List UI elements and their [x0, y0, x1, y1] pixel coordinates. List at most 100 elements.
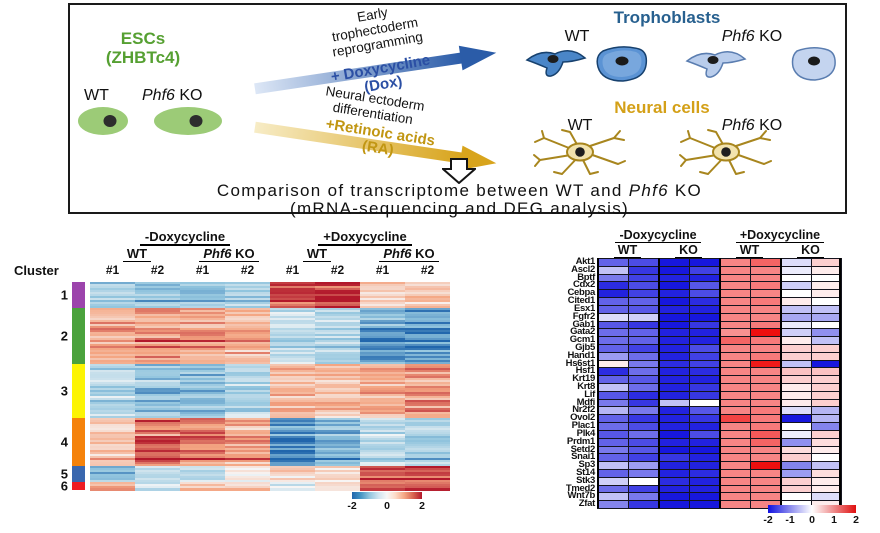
heatmap-row [90, 324, 450, 327]
heatmap-row [90, 342, 450, 345]
scale-tick: 0 [384, 500, 390, 512]
gene-label-Nr2f2: Nr2f2 [572, 404, 595, 416]
rh-gene-labels: Akt1 Ascl2 Bptf Cdx2 Cebpa Cited1 Esx1 Fgfr2 Gab… [500, 257, 596, 508]
heatmap-row [90, 482, 450, 485]
heatmap-row [90, 298, 450, 301]
rh-scale-gradient [768, 505, 856, 513]
lh-heatmap-body [90, 282, 450, 491]
heatmap-row [90, 284, 450, 287]
heatmap-row [90, 350, 450, 353]
heatmap-row [90, 464, 450, 467]
heatmap-row [90, 414, 450, 417]
heatmap-row [90, 338, 450, 341]
gene-label-Setd2: Setd2 [570, 443, 596, 455]
rh-subheader-wt-1: WT [597, 243, 658, 258]
heatmap-row [90, 470, 450, 473]
gene-label-Snai1: Snai1 [571, 451, 595, 463]
cluster-number-4: 4 [60, 434, 68, 450]
heatmap-row [90, 328, 450, 331]
cluster-number-2: 2 [60, 328, 68, 344]
heatmap-cell [627, 500, 659, 509]
heatmap-row [90, 300, 450, 303]
gene-label-Hsf1: Hsf1 [575, 365, 596, 377]
heatmap-row [90, 288, 450, 291]
heatmap-row [90, 326, 450, 329]
rh-subheader-ko-1: KO [658, 243, 719, 258]
lh-cluster-axis-label: Cluster [14, 263, 59, 278]
heatmap-row [90, 292, 450, 295]
gene-label-Sp3: Sp3 [578, 459, 595, 471]
lh-subheader-ko-2: Phf6 KO [362, 246, 456, 262]
conclusion-line1: Comparison of transcriptome between WT a… [70, 181, 849, 201]
heatmap-row [90, 430, 450, 433]
heatmap-row [90, 458, 450, 461]
group-separator [719, 258, 721, 508]
group-separator [780, 258, 782, 508]
scale-tick: 0 [809, 514, 815, 526]
heatmap-row [90, 484, 450, 487]
heatmap-row [90, 448, 450, 451]
heatmap-row [90, 368, 450, 371]
heatmap-row [90, 372, 450, 375]
gene-label-Hs6st1: Hs6st1 [565, 357, 596, 369]
heatmap-row [90, 340, 450, 343]
trophoblast-wt-label: WT [564, 28, 590, 45]
heatmap-row [90, 408, 450, 411]
heatmap-row [90, 322, 450, 325]
heatmap-row [90, 472, 450, 475]
neuron-ko-label-phf6: Phf6 [721, 117, 755, 134]
gene-label-Hand1: Hand1 [567, 349, 595, 361]
scale-tick: -2 [763, 514, 773, 526]
heatmap-row [90, 314, 450, 317]
heatmap-row [90, 452, 450, 455]
heatmap-cell [719, 500, 751, 509]
lh-cluster-colorbar [72, 282, 85, 490]
heatmap-row [90, 308, 450, 311]
heatmap-row [90, 456, 450, 459]
heatmap-row [90, 450, 450, 453]
lh-scale-ticks: -2 0 2 [347, 500, 425, 512]
group-separator [839, 258, 841, 508]
heatmap-row [90, 474, 450, 477]
heatmap-row [90, 360, 450, 363]
neuron-ko-icon [679, 129, 772, 175]
heatmap-row [90, 404, 450, 407]
trophoblast-ko-label-ko: KO [759, 28, 783, 45]
heatmap-row [90, 312, 450, 315]
group-separator [597, 258, 599, 508]
gene-label-Gata2: Gata2 [570, 326, 595, 338]
heatmap-row [90, 390, 450, 393]
gene-label-Gjb5: Gjb5 [575, 341, 595, 353]
group-separator [658, 258, 660, 508]
gene-label-Ovol2: Ovol2 [570, 412, 595, 424]
heatmap-row [90, 344, 450, 347]
lh-replicate-headers: #1 #2 #1 #2 #1 #2 #1 #2 [105, 263, 435, 277]
scale-tick: 1 [831, 514, 837, 526]
gene-label-Plac1: Plac1 [571, 420, 596, 432]
rh-subheader-wt-2: WT [719, 243, 780, 258]
heatmap-row [90, 398, 450, 401]
cluster-number-3: 3 [60, 383, 68, 399]
heatmap-cell [688, 500, 720, 509]
heatmap-row [90, 332, 450, 335]
esc-title: ESCs (ZHBTc4) [78, 29, 208, 67]
gene-label-Stk3: Stk3 [576, 474, 595, 486]
gene-label-Prdm1: Prdm1 [566, 435, 595, 447]
heatmap-row [90, 444, 450, 447]
heatmap-row [90, 402, 450, 405]
conclusion-line2: (mRNA-sequencing and DEG analysis) [290, 199, 629, 218]
cluster-bar-segment-4 [72, 418, 85, 466]
scale-tick: -1 [785, 514, 795, 526]
heatmap-row [90, 434, 450, 437]
gene-label-Cdx2: Cdx2 [572, 279, 595, 291]
heatmap-row [90, 382, 450, 385]
heatmap-row [90, 380, 450, 383]
rh-heatmap-body [597, 258, 842, 509]
conclusion-line1-text: Comparison of transcriptome between WT a… [216, 181, 623, 200]
neuron-ko-label: Phf6 KO [702, 117, 802, 135]
gene-label-Bptf: Bptf [577, 271, 595, 283]
neuron-wt-icon [533, 129, 626, 175]
cluster-bar-segment-2 [72, 308, 85, 364]
heatmap-row [90, 302, 450, 305]
